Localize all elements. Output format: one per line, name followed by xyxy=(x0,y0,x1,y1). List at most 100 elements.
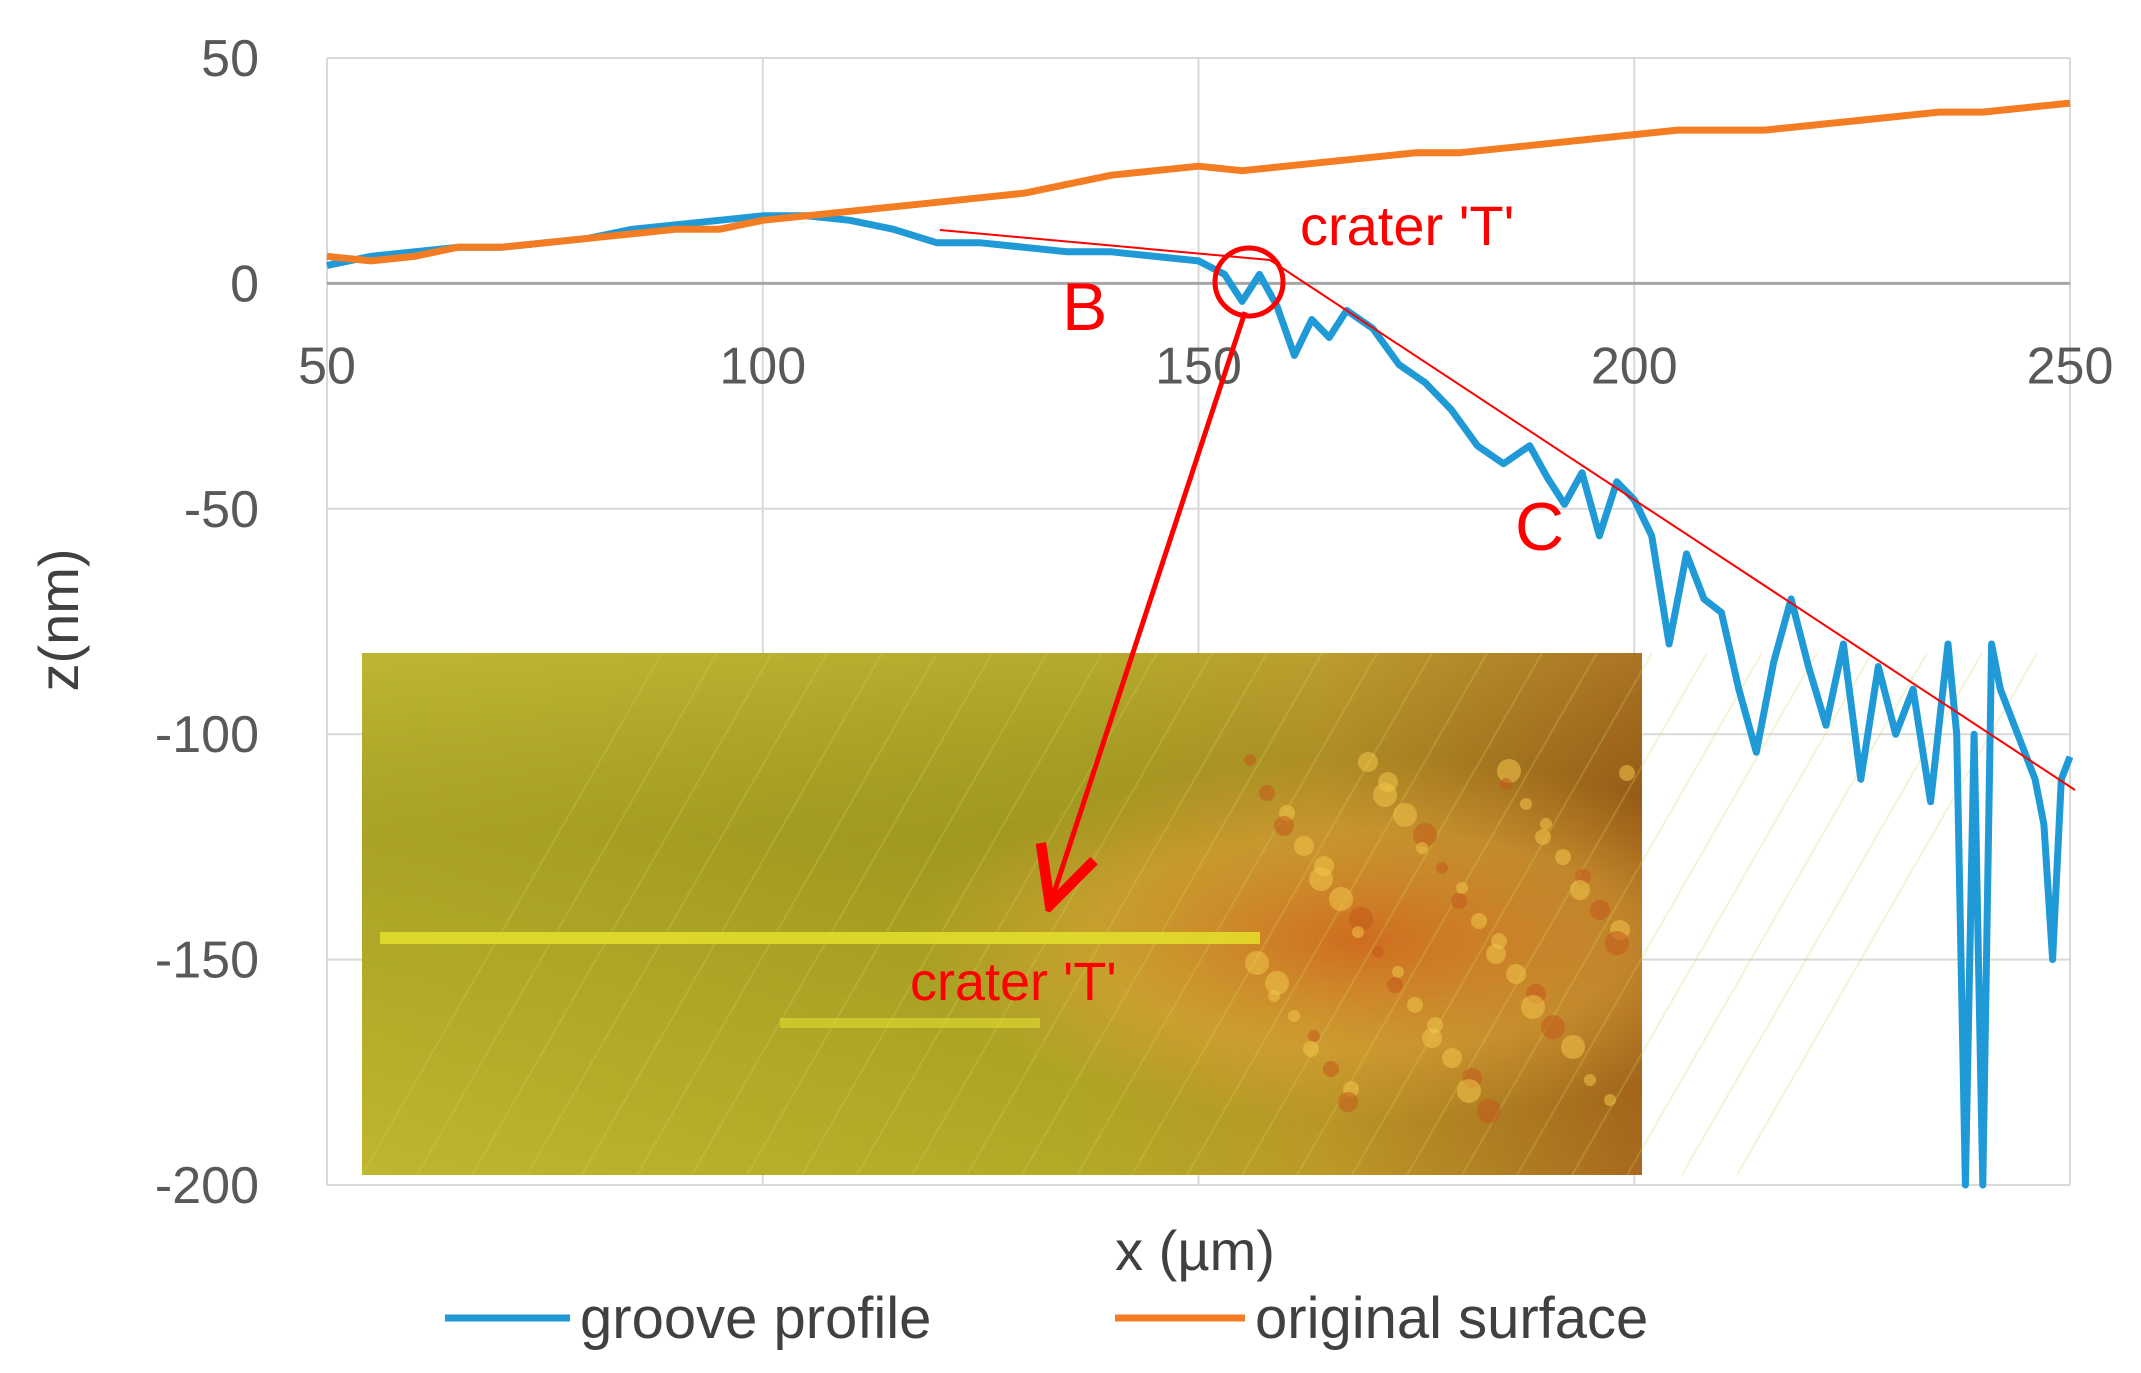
inset-speckle xyxy=(1373,783,1397,807)
inset-scratch xyxy=(526,652,828,1176)
y-tick-label: -200 xyxy=(155,1157,259,1215)
inset-speckle xyxy=(1486,944,1506,964)
inset-scratch xyxy=(1626,652,1928,1176)
inset-speckle xyxy=(1259,785,1275,801)
inset-speckle xyxy=(1521,995,1545,1019)
inset-scratch xyxy=(636,652,938,1176)
inset-speckle xyxy=(1244,754,1256,766)
legend-label-groove-profile: groove profile xyxy=(580,1286,931,1351)
inset-speckle xyxy=(1338,1092,1358,1112)
inset-scratch xyxy=(856,652,1158,1176)
inset-speckle xyxy=(1392,966,1404,978)
inset-speckle xyxy=(1477,1099,1501,1123)
inset-speckle xyxy=(1413,823,1437,847)
inset-speckle xyxy=(1372,946,1384,958)
trend-line-c xyxy=(1269,259,2076,791)
y-tick-label: -50 xyxy=(184,481,259,539)
y-tick-label: -150 xyxy=(155,932,259,990)
inset-speckle xyxy=(1442,1048,1462,1068)
inset-scratch xyxy=(1571,652,1873,1176)
trend-line-b xyxy=(939,229,1271,261)
inset-speckle xyxy=(1497,759,1521,783)
inset-micrograph: crater 'T' xyxy=(361,652,2038,1176)
inset-speckle xyxy=(1555,849,1571,865)
inset-scratch xyxy=(581,652,883,1176)
inset-scratch xyxy=(691,652,993,1176)
inset-speckle xyxy=(1604,1094,1616,1106)
inset-speckle xyxy=(1329,887,1353,911)
inset-speckle xyxy=(1540,818,1552,830)
inset-speckle xyxy=(1619,765,1635,781)
inset-speckle xyxy=(1520,798,1532,810)
inset-scratch xyxy=(471,652,773,1176)
x-axis-title: x (µm) xyxy=(1115,1219,1275,1282)
inset-scratch xyxy=(1681,652,1983,1176)
inset-scratch xyxy=(1186,652,1488,1176)
inset-speckle xyxy=(1605,931,1629,955)
crater-arrow xyxy=(1050,311,1248,905)
inset-speckle xyxy=(1407,997,1423,1013)
inset-speckle xyxy=(1535,829,1551,845)
y-tick-label: 50 xyxy=(201,30,259,88)
inset-scratch xyxy=(1076,652,1378,1176)
inset-speckle xyxy=(1584,1074,1596,1086)
inset-scratch xyxy=(801,652,1103,1176)
inset-speckle xyxy=(1436,862,1448,874)
segment-label-c: C xyxy=(1515,489,1564,565)
inset-scratch xyxy=(1406,652,1708,1176)
inset-speckle xyxy=(1561,1035,1585,1059)
inset-speckle xyxy=(1308,1030,1320,1042)
series-original-surface-line xyxy=(326,99,2071,265)
inset-speckle xyxy=(1288,1010,1300,1022)
inset-scratch xyxy=(746,652,1048,1176)
inset-speckle xyxy=(1309,867,1333,891)
inset-speckle xyxy=(1274,816,1294,836)
legend: groove profile original surface xyxy=(445,1286,1648,1351)
inset-scratch xyxy=(361,652,663,1176)
inset-speckle xyxy=(1451,893,1467,909)
crater-marker-circle xyxy=(1212,245,1286,319)
crater-label: crater 'T' xyxy=(1300,194,1514,257)
inset-speckle xyxy=(1500,778,1512,790)
inset-speckle xyxy=(1245,951,1269,975)
y-tick-label: 0 xyxy=(230,255,259,313)
inset-speckle xyxy=(1541,1015,1565,1039)
inset-speckle xyxy=(1471,913,1487,929)
inset-speckle xyxy=(1590,900,1610,920)
inset-speckle xyxy=(1352,926,1364,938)
inset-scratch xyxy=(1241,652,1543,1176)
series-groove-profile-line xyxy=(326,212,2073,1189)
inset-speckle xyxy=(1358,752,1378,772)
legend-label-original-surface: original surface xyxy=(1255,1286,1648,1351)
inset-scratch xyxy=(1131,652,1433,1176)
inset-speckle xyxy=(1422,1028,1442,1048)
y-tick-label: -100 xyxy=(155,706,259,764)
x-tick-label: 250 xyxy=(2027,337,2114,395)
inset-scratch xyxy=(1021,652,1323,1176)
x-tick-label: 100 xyxy=(719,337,806,395)
inset-scratch xyxy=(416,652,718,1176)
x-tick-label: 200 xyxy=(1591,337,1678,395)
inset-speckle xyxy=(1456,882,1468,894)
inset-scratch xyxy=(966,652,1268,1176)
segment-label-b: B xyxy=(1062,269,1107,345)
inset-scratch xyxy=(1461,652,1763,1176)
inset-speckle xyxy=(1570,880,1590,900)
inset-crater-label: crater 'T' xyxy=(910,952,1117,1012)
inset-speckle xyxy=(1294,836,1314,856)
inset-speckle xyxy=(1506,964,1526,984)
annotations: crater 'T' B C xyxy=(939,194,2076,905)
inset-speckle xyxy=(1323,1061,1339,1077)
x-tick-label: 50 xyxy=(298,337,356,395)
inset-speckle xyxy=(1303,1041,1319,1057)
inset-speckle xyxy=(1416,842,1428,854)
inset-speckle xyxy=(1393,803,1417,827)
inset-scratch xyxy=(1516,652,1818,1176)
inset-speckle xyxy=(1387,977,1403,993)
inset-speckle xyxy=(1349,907,1373,931)
y-axis-title: z(nm) xyxy=(27,548,90,691)
inset-speckle xyxy=(1265,971,1289,995)
inset-scratch xyxy=(1351,652,1653,1176)
